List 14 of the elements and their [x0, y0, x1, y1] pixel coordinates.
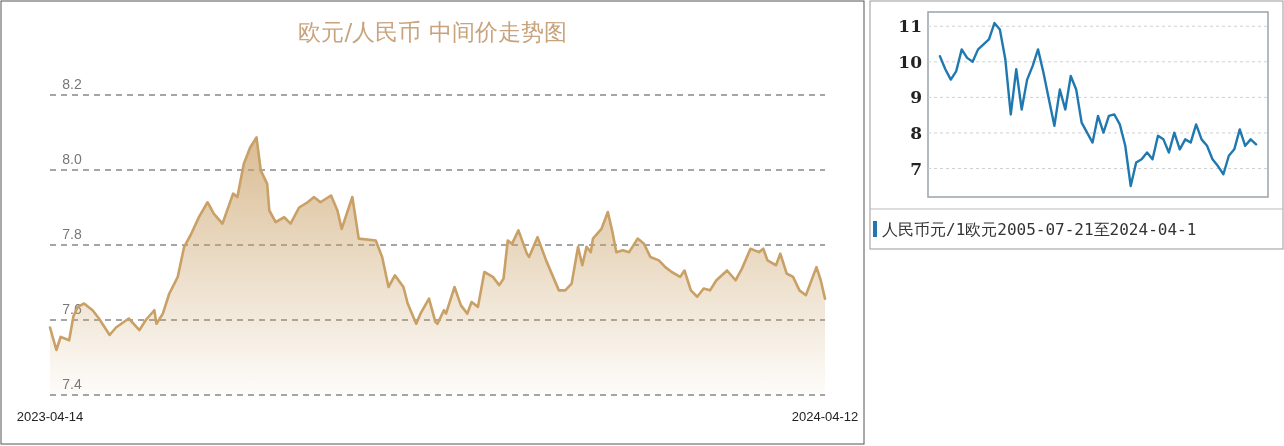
- chart-title: 欧元/人民币 中间价走势图: [298, 19, 567, 45]
- legend-label: 人民币元/1欧元2005-07-21至2024-04-1: [882, 220, 1197, 239]
- y-tick-label: 10: [898, 51, 923, 72]
- x-tick-label: 2023-04-14: [16, 409, 84, 424]
- y-tick-label: 8.2: [62, 76, 82, 92]
- y-tick-label: 9: [910, 87, 922, 108]
- y-tick-label: 8: [910, 122, 922, 143]
- y-tick-label: 7.8: [62, 226, 82, 242]
- line-series: [938, 21, 1258, 188]
- y-tick-label: 8.0: [62, 151, 82, 167]
- y-tick-label: 7.4: [62, 376, 82, 392]
- x-tick-label: 2024-04-12: [791, 409, 859, 424]
- y-tick-label: 7: [910, 158, 922, 179]
- y-tick-label: 11: [898, 16, 922, 37]
